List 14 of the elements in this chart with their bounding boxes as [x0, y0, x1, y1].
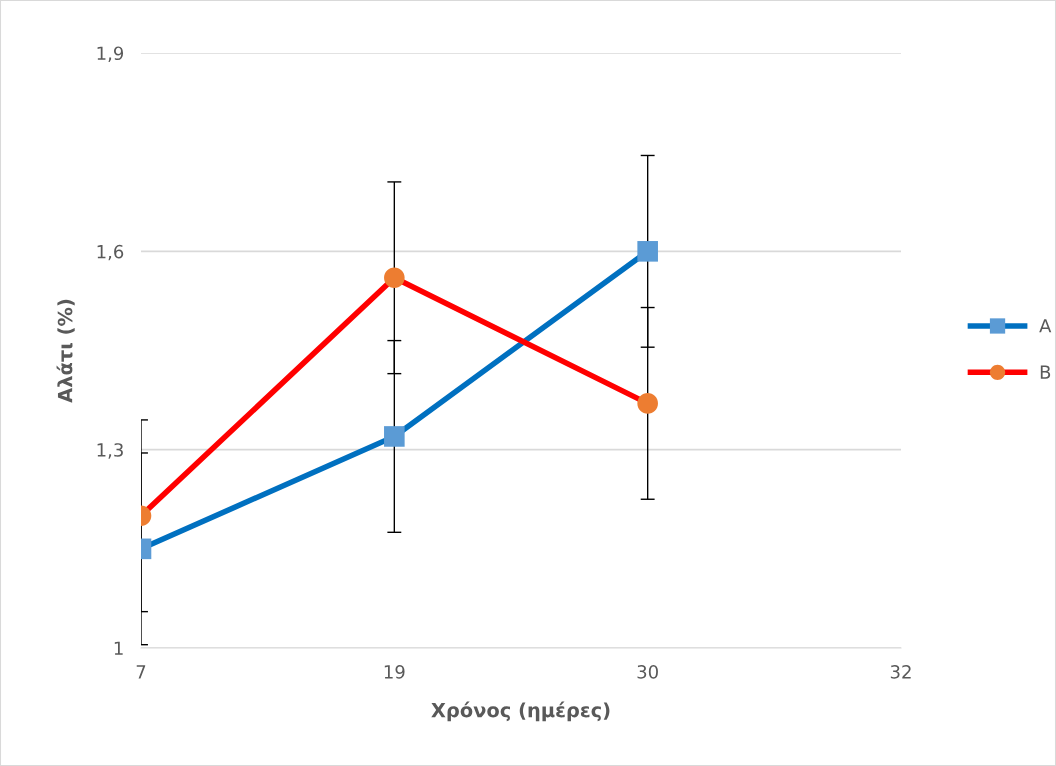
y-tick-label: 1,6	[97, 244, 124, 261]
x-tick-label: 7	[136, 665, 146, 679]
y-tick-label: 1	[114, 641, 123, 655]
x-axis-title: Χρόνος (ημέρες)	[431, 701, 610, 722]
legend-label: B	[1040, 365, 1051, 379]
point	[637, 241, 658, 262]
y-tick-label: 1,3	[97, 443, 123, 459]
point	[637, 393, 658, 414]
x-tick-label: 32	[890, 664, 911, 679]
legend-label: A	[1039, 319, 1052, 333]
x-tick-label: 19	[384, 664, 405, 679]
y-axis-title: Αλάτι (%)	[56, 299, 75, 403]
y-tick-label: 1,9	[97, 46, 124, 62]
x-tick-label: 30	[637, 664, 658, 679]
